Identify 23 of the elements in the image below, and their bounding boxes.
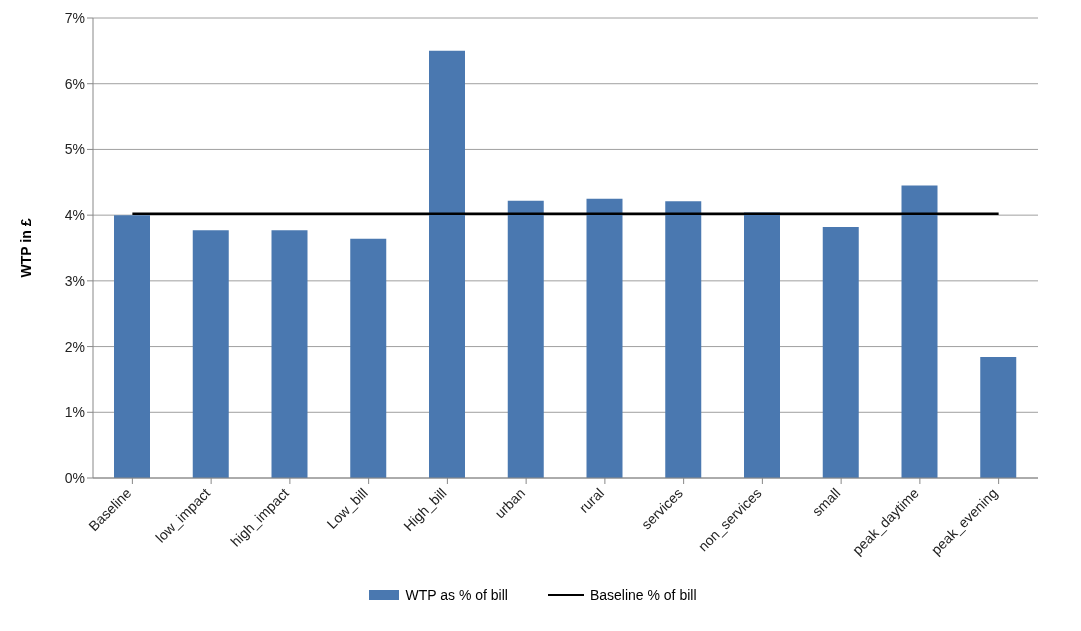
bar [507, 200, 544, 478]
bar [192, 230, 229, 478]
y-tick-label: 7% [64, 9, 85, 26]
y-tick-label: 2% [64, 338, 85, 355]
bar [429, 50, 465, 478]
legend-label: WTP as % of bill [405, 587, 508, 603]
y-tick-label: 5% [64, 141, 85, 158]
y-tick-label: 3% [64, 272, 85, 289]
y-tick-label: 0% [64, 469, 85, 486]
bar [114, 215, 150, 478]
bar [822, 226, 859, 478]
y-tick-label: 6% [64, 75, 85, 92]
bar [665, 201, 702, 478]
y-tick-label: 1% [64, 404, 85, 421]
y-tick-label: 4% [64, 207, 85, 224]
bar [744, 212, 780, 478]
y-axis-title: WTP in £ [17, 218, 34, 278]
bar [980, 357, 1017, 478]
bar [350, 238, 387, 478]
bar [271, 230, 308, 478]
legend-label: Baseline % of bill [589, 587, 697, 603]
bar [901, 185, 938, 478]
bar [586, 198, 623, 478]
